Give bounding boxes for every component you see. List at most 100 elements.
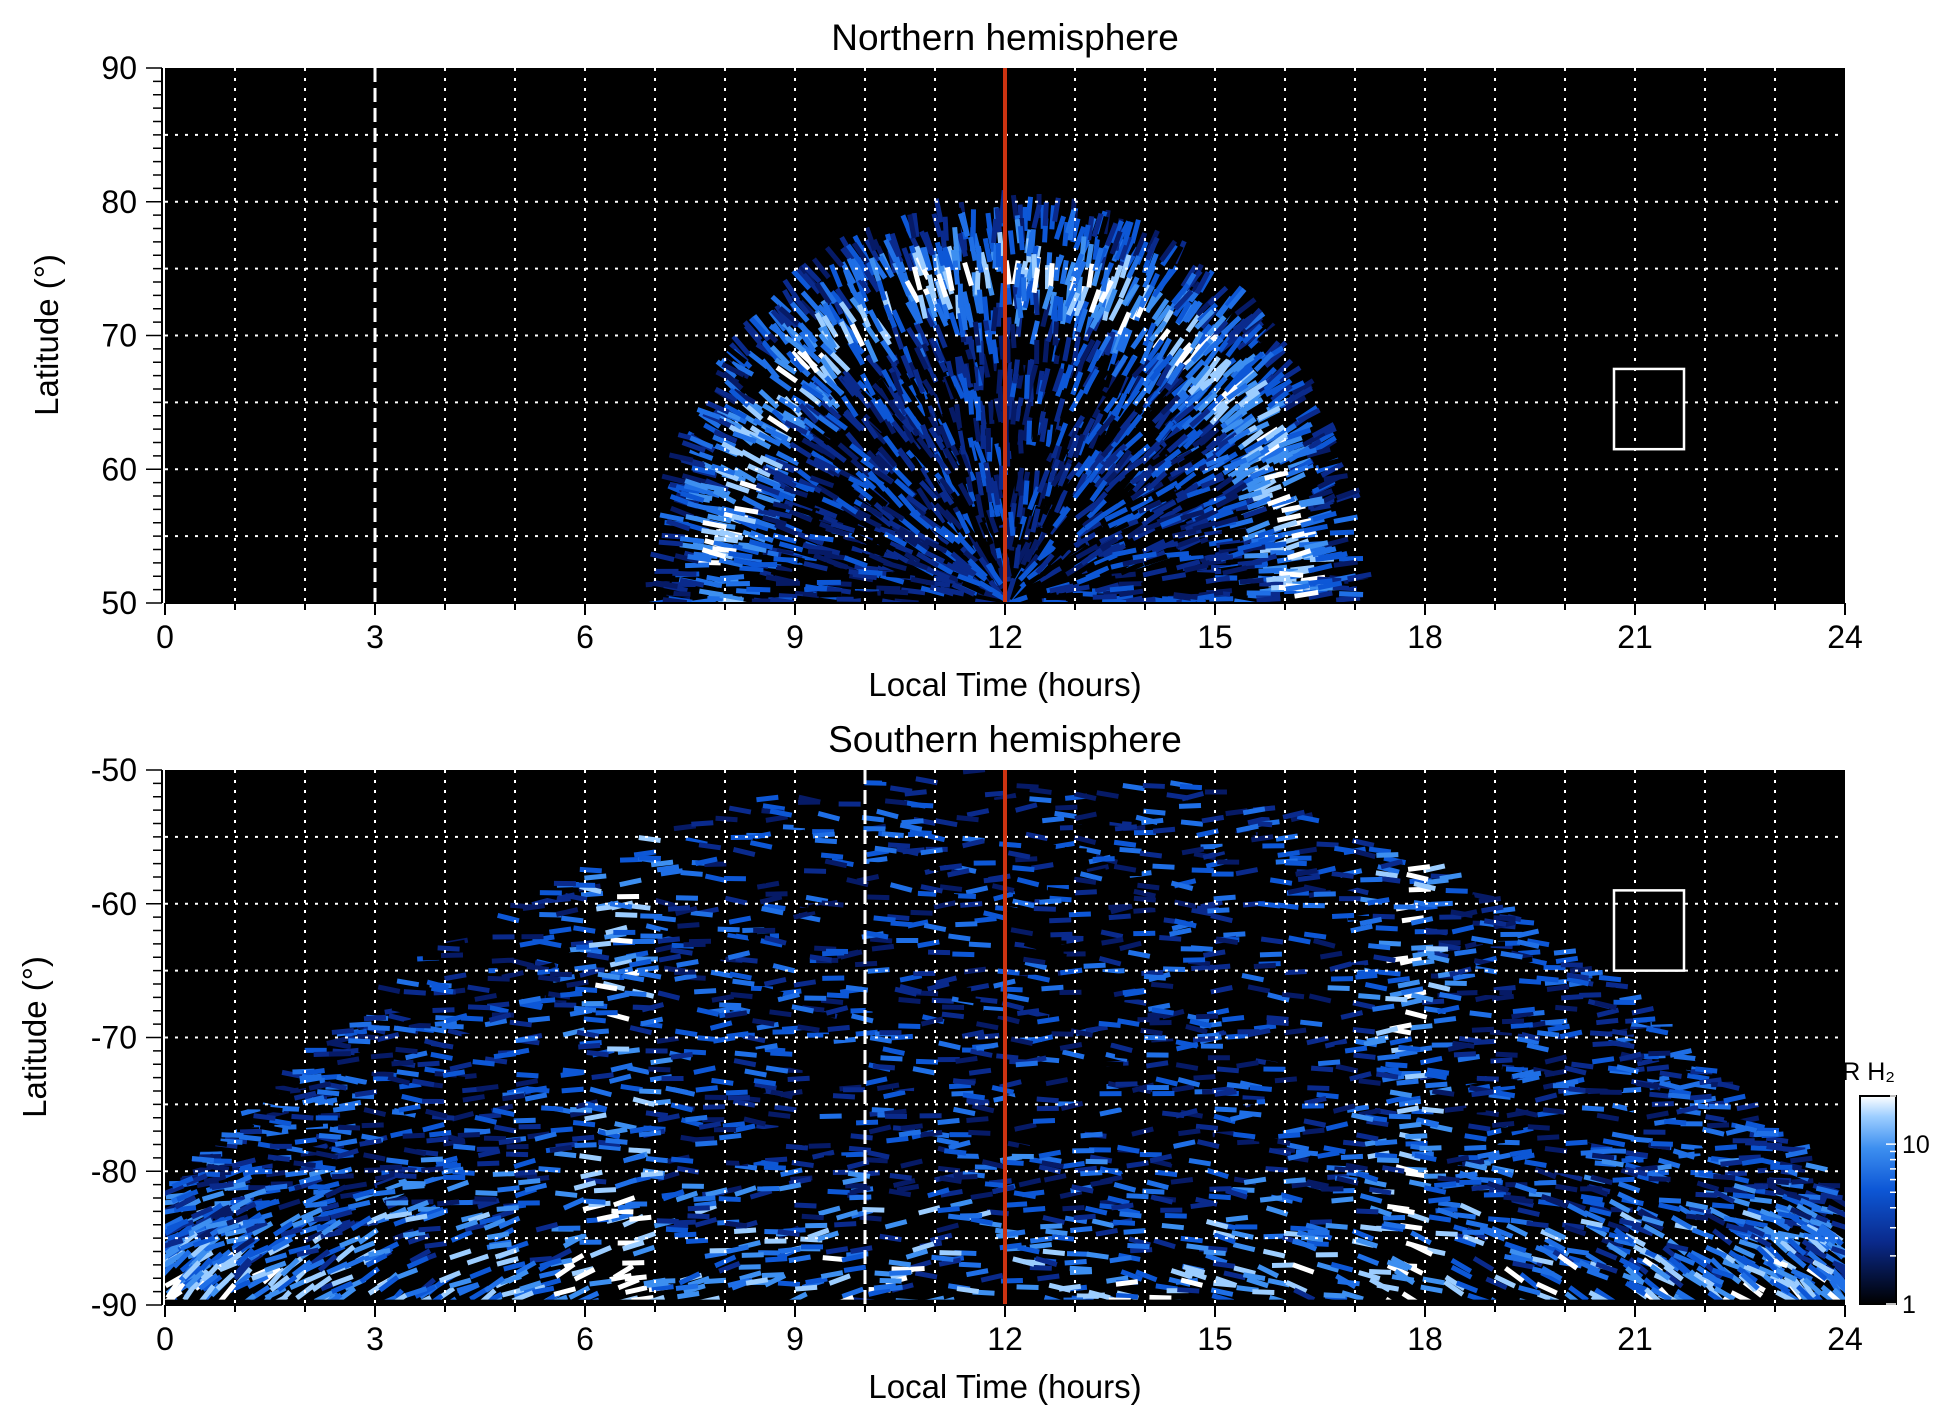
emission-cell xyxy=(228,1279,252,1294)
emission-cell xyxy=(605,1126,628,1136)
emission-cell xyxy=(881,504,905,522)
emission-cell xyxy=(811,375,833,396)
emission-cell xyxy=(743,1033,766,1044)
emission-cell xyxy=(894,478,916,498)
emission-cell xyxy=(1006,906,1029,916)
emission-cell xyxy=(752,1018,775,1027)
emission-cell xyxy=(513,1157,536,1170)
emission-cell xyxy=(1098,279,1114,304)
emission-cell xyxy=(1683,1160,1706,1167)
emission-cell xyxy=(645,572,670,582)
emission-cell xyxy=(1242,1272,1266,1281)
emission-cell xyxy=(1658,1202,1681,1212)
emission-cell xyxy=(1464,1133,1487,1142)
emission-cell xyxy=(973,860,996,866)
emission-cell xyxy=(1399,1223,1423,1231)
emission-cell xyxy=(212,1204,235,1221)
emission-cell xyxy=(961,363,974,389)
emission-cell xyxy=(1072,343,1089,367)
emission-cell xyxy=(860,502,884,519)
emission-cell xyxy=(1103,499,1127,517)
emission-cell xyxy=(994,207,1002,233)
emission-cell xyxy=(1400,997,1424,1008)
emission-cell xyxy=(1092,247,1104,272)
emission-cell xyxy=(441,1023,464,1030)
emission-cell xyxy=(1374,1139,1398,1146)
emission-cell xyxy=(856,303,872,328)
emission-cell xyxy=(343,1255,366,1270)
emission-cell xyxy=(1544,1236,1566,1252)
emission-cell xyxy=(177,1230,198,1249)
emission-cell xyxy=(1712,1228,1733,1246)
emission-cell xyxy=(916,551,940,569)
emission-cell xyxy=(1030,508,1041,533)
emission-cell xyxy=(845,243,865,267)
emission-cell xyxy=(344,1028,368,1037)
emission-cell xyxy=(1055,539,1079,557)
emission-cell xyxy=(280,1226,303,1238)
emission-cell xyxy=(1511,1010,1534,1020)
emission-cell xyxy=(407,1232,431,1245)
emission-cell xyxy=(733,505,759,515)
emission-cell xyxy=(1109,219,1125,244)
emission-cell xyxy=(695,856,718,867)
emission-cell xyxy=(769,596,795,603)
emission-cell xyxy=(1071,1184,1094,1194)
emission-cell xyxy=(1223,457,1248,471)
emission-cell xyxy=(962,1092,986,1101)
emission-cell xyxy=(725,481,750,494)
emission-cell xyxy=(1223,931,1246,938)
emission-cell xyxy=(1360,876,1383,883)
emission-cell xyxy=(763,976,787,987)
emission-cell xyxy=(824,375,845,397)
emission-cell xyxy=(579,1239,602,1245)
emission-cell xyxy=(870,466,894,485)
emission-cell xyxy=(560,990,583,998)
emission-cell xyxy=(1065,584,1090,594)
emission-cell xyxy=(1181,791,1204,802)
emission-cell xyxy=(922,231,936,256)
emission-cell xyxy=(877,378,895,402)
emission-cell xyxy=(1190,341,1211,363)
emission-cell xyxy=(888,1259,912,1268)
emission-cell xyxy=(1145,252,1159,278)
emission-cell xyxy=(894,256,906,282)
emission-cell xyxy=(874,453,896,475)
emission-cell xyxy=(1668,1256,1689,1275)
emission-cell xyxy=(1127,1243,1150,1250)
emission-cell xyxy=(982,237,993,263)
emission-cell xyxy=(1705,1244,1728,1259)
emission-cell xyxy=(1079,871,1103,882)
emission-cell xyxy=(904,279,921,304)
emission-cell xyxy=(782,1153,805,1164)
emission-cell xyxy=(1742,1120,1766,1130)
emission-cell xyxy=(1659,1080,1682,1091)
emission-cell xyxy=(735,956,758,964)
emission-cell xyxy=(1369,1269,1392,1275)
emission-cell xyxy=(1166,336,1185,360)
emission-cell xyxy=(344,1181,368,1191)
emission-cell xyxy=(1197,302,1219,323)
emission-cell xyxy=(789,441,813,459)
emission-cell xyxy=(1434,1181,1457,1189)
emission-cell xyxy=(1130,326,1149,350)
emission-cell xyxy=(1347,571,1372,582)
emission-cell xyxy=(1042,338,1050,363)
emission-cell xyxy=(1222,565,1247,576)
emission-cell xyxy=(1258,567,1283,574)
emission-cell xyxy=(693,430,717,448)
emission-cell xyxy=(732,1099,756,1108)
emission-cell xyxy=(1113,482,1134,504)
emission-cell xyxy=(786,350,805,373)
emission-cell xyxy=(967,437,978,462)
emission-cell xyxy=(884,798,908,806)
emission-cell xyxy=(842,1175,865,1185)
emission-cell xyxy=(1193,488,1218,502)
emission-cell xyxy=(913,970,936,977)
emission-cell xyxy=(820,400,842,421)
emission-cell xyxy=(1270,383,1293,402)
emission-cell xyxy=(409,1248,432,1264)
emission-cell xyxy=(1428,1214,1452,1223)
emission-cell xyxy=(685,562,710,569)
emission-cell xyxy=(973,1081,997,1092)
